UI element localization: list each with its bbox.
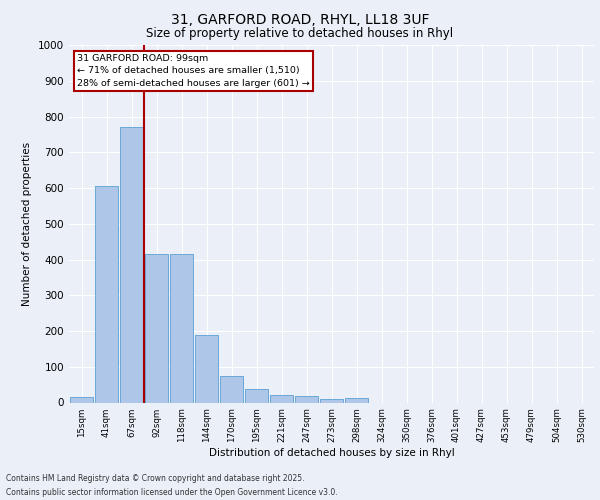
Text: 31, GARFORD ROAD, RHYL, LL18 3UF: 31, GARFORD ROAD, RHYL, LL18 3UF bbox=[171, 12, 429, 26]
Bar bbox=[119, 127, 143, 402]
Bar bbox=[145, 254, 169, 402]
Bar bbox=[320, 399, 343, 402]
Text: Contains HM Land Registry data © Crown copyright and database right 2025.: Contains HM Land Registry data © Crown c… bbox=[6, 474, 305, 483]
Bar bbox=[269, 396, 293, 402]
Bar bbox=[70, 397, 94, 402]
Y-axis label: Number of detached properties: Number of detached properties bbox=[22, 142, 32, 306]
Bar bbox=[170, 254, 193, 402]
Bar bbox=[95, 186, 118, 402]
Bar bbox=[344, 398, 368, 402]
X-axis label: Distribution of detached houses by size in Rhyl: Distribution of detached houses by size … bbox=[209, 448, 454, 458]
Bar bbox=[245, 389, 268, 402]
Bar bbox=[220, 376, 244, 402]
Text: Size of property relative to detached houses in Rhyl: Size of property relative to detached ho… bbox=[146, 28, 454, 40]
Bar bbox=[194, 334, 218, 402]
Text: 31 GARFORD ROAD: 99sqm
← 71% of detached houses are smaller (1,510)
28% of semi-: 31 GARFORD ROAD: 99sqm ← 71% of detached… bbox=[77, 54, 310, 88]
Text: Contains public sector information licensed under the Open Government Licence v3: Contains public sector information licen… bbox=[6, 488, 338, 497]
Bar bbox=[295, 396, 319, 402]
